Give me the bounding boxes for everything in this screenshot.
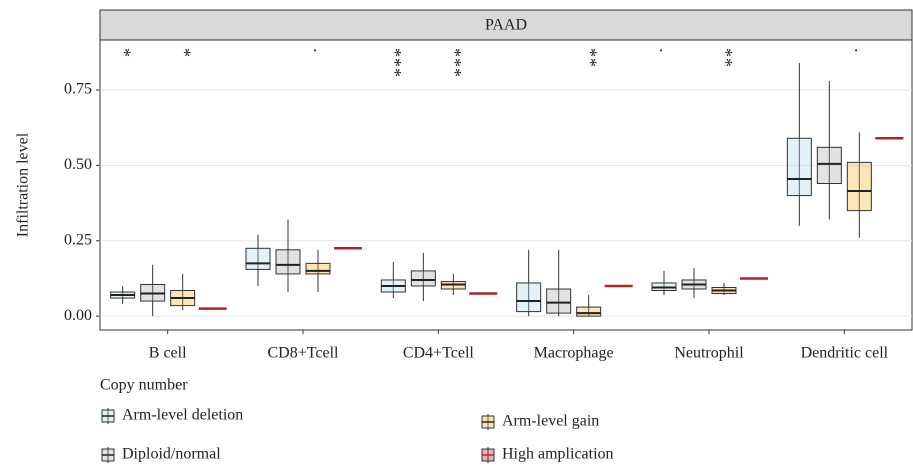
significance: ** — [581, 48, 601, 68]
legend-label: High amplication — [502, 446, 614, 463]
y-tick-label: 0.75 — [64, 81, 92, 98]
box — [275, 249, 301, 275]
x-tick-label: CD8+Tcell — [268, 345, 340, 362]
box — [410, 270, 436, 287]
x-tick-label: CD4+Tcell — [403, 345, 475, 362]
x-tick-label: Macrophage — [534, 345, 614, 362]
y-tick-label: 0.00 — [64, 307, 92, 324]
x-tick-label: B cell — [149, 345, 187, 362]
significance: *** — [385, 48, 405, 78]
panel — [99, 39, 913, 331]
box — [816, 146, 842, 184]
box — [546, 288, 572, 314]
legend-title: Copy number — [100, 377, 188, 394]
y-tick-label: 0.50 — [64, 156, 92, 173]
facet-strip — [99, 9, 913, 41]
box — [786, 137, 812, 197]
significance: * — [115, 48, 135, 58]
legend-label: Arm-level gain — [502, 413, 599, 430]
legend-label: Diploid/normal — [122, 446, 221, 463]
x-tick-label: Neutrophil — [674, 345, 744, 362]
box — [576, 306, 602, 317]
significance: . — [851, 48, 871, 54]
legend-label: Arm-level deletion — [122, 407, 243, 424]
box — [305, 262, 331, 275]
x-tick-label: Dendritic cell — [801, 345, 889, 362]
significance: *** — [445, 48, 465, 78]
significance: ** — [716, 48, 736, 68]
y-axis-label: Infiltration level — [15, 132, 32, 237]
significance: * — [175, 48, 195, 58]
box — [516, 282, 542, 313]
significance: . — [310, 48, 330, 54]
chart-title: PAAD — [485, 17, 527, 34]
box — [245, 247, 271, 270]
significance: . — [656, 48, 676, 54]
box — [846, 161, 872, 212]
y-tick-label: 0.25 — [64, 231, 92, 248]
